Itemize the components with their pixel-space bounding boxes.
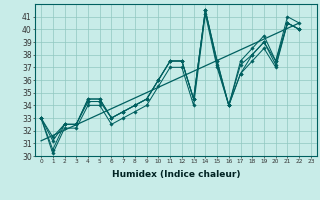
- X-axis label: Humidex (Indice chaleur): Humidex (Indice chaleur): [112, 170, 240, 179]
